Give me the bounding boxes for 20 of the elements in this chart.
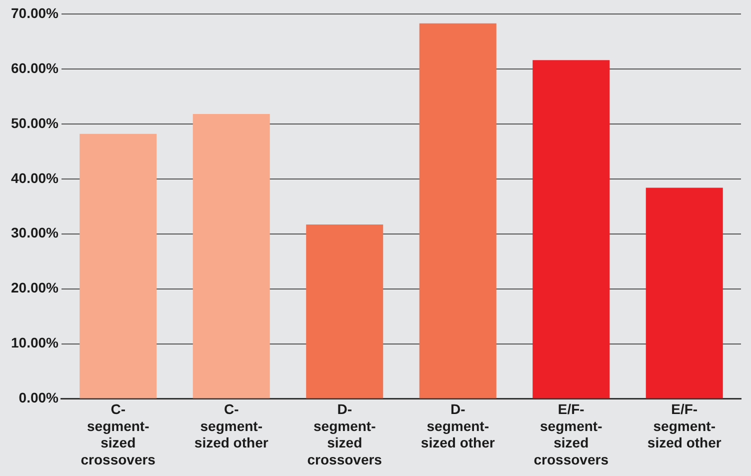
y-tick-label: 10.00% xyxy=(11,334,60,351)
x-tick-label: E/F-segment-sized other xyxy=(647,401,722,451)
bar xyxy=(306,224,384,398)
y-tick-label: 20.00% xyxy=(11,280,60,296)
x-tick-label: C-segment-sized other xyxy=(194,401,269,451)
bar xyxy=(192,114,270,398)
y-tick-label: 60.00% xyxy=(11,60,60,76)
x-tick-label: E/F-segment-sized crossovers xyxy=(534,401,609,468)
y-tick-label: 0.00% xyxy=(18,390,60,406)
bar xyxy=(646,188,723,398)
x-tick-label: D-segment-sized other xyxy=(420,401,496,451)
y-tick-label: 70.00% xyxy=(11,4,60,21)
bar xyxy=(532,60,610,398)
bar xyxy=(419,23,496,398)
bar xyxy=(80,134,157,398)
y-tick-label: 50.00% xyxy=(11,114,60,131)
x-tick-label: D-segment-sized crossovers xyxy=(307,401,382,468)
y-tick-label: 40.00% xyxy=(11,170,60,186)
y-tick-label: 30.00% xyxy=(11,224,60,241)
x-tick-label: C-segment-sized crossovers xyxy=(80,401,156,468)
